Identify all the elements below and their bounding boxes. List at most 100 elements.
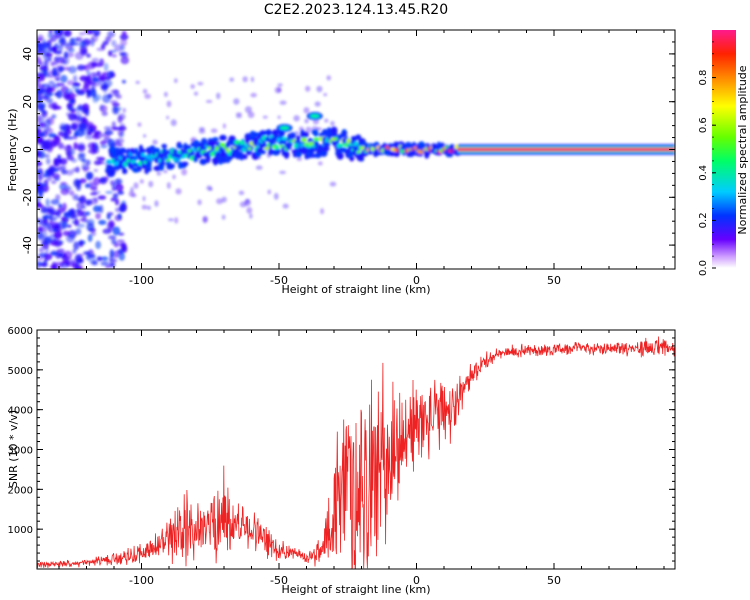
spectrum-blob: [274, 148, 281, 155]
noise-blob: [86, 91, 91, 97]
noise-blob: [115, 207, 120, 213]
noise-blob: [73, 142, 78, 150]
colorbar: 0.0 0.2 0.4 0.6 0.8 Normalized spectral ampl…: [698, 30, 749, 276]
noise-blob: [166, 115, 170, 120]
noise-blob: [41, 140, 48, 150]
noise-blob: [55, 194, 61, 201]
spectrum-blob: [337, 134, 343, 141]
noise-blob: [293, 115, 300, 122]
noise-blob: [279, 100, 287, 105]
noise-blob: [47, 38, 54, 43]
noise-blob: [166, 182, 171, 189]
spectrum-core: [175, 157, 181, 162]
noise-blob: [81, 163, 88, 170]
spectrum-core: [338, 143, 344, 147]
noise-blob: [102, 40, 109, 46]
noise-blob: [198, 126, 205, 131]
noise-blob: [173, 78, 178, 84]
noise-blob: [75, 228, 82, 235]
noise-blob: [51, 180, 57, 185]
spectrogram-y-tick-label: 20: [21, 95, 34, 109]
noise-blob: [74, 254, 82, 263]
noise-blob: [48, 164, 56, 170]
noise-blob: [139, 179, 144, 184]
spectrum-blob: [242, 154, 248, 160]
noise-blob: [119, 122, 125, 129]
noise-blob: [95, 212, 101, 220]
noise-blob: [249, 213, 253, 219]
noise-blob: [49, 265, 55, 269]
noise-blob: [85, 134, 94, 140]
noise-blob: [109, 249, 114, 258]
spectrum-blob: [356, 153, 364, 162]
noise-blob: [37, 227, 43, 232]
snr-y-tick-label: 2000: [8, 485, 33, 496]
noise-blob: [53, 157, 58, 167]
noise-blob: [116, 178, 121, 185]
noise-blob: [72, 82, 81, 87]
noise-blob: [279, 170, 287, 175]
noise-blob: [64, 88, 74, 95]
noise-blob: [111, 40, 117, 47]
noise-blob: [37, 169, 42, 174]
spectrum-blob: [161, 143, 167, 149]
noise-blob: [312, 118, 319, 125]
noise-blob: [54, 250, 62, 260]
noise-blob: [142, 88, 148, 94]
spectrum-blob: [278, 130, 285, 137]
noise-blob: [37, 128, 42, 132]
noise-blob: [82, 219, 90, 223]
noise-blob: [67, 224, 72, 228]
noise-blob: [58, 220, 67, 229]
noise-blob: [57, 154, 62, 160]
noise-blob: [42, 72, 51, 78]
noise-blob: [316, 85, 323, 93]
noise-blob: [152, 139, 158, 145]
spectrum-core: [263, 146, 270, 151]
noise-blob: [75, 36, 83, 42]
noise-blob: [108, 220, 114, 228]
noise-blob: [110, 197, 116, 202]
noise-blob: [68, 113, 77, 121]
noise-blob: [72, 167, 79, 173]
noise-blob: [42, 222, 50, 229]
noise-blob: [37, 203, 44, 208]
noise-blob: [37, 152, 42, 158]
noise-blob: [96, 256, 103, 262]
snr-panel: -100 -50 0 50 1000 2000 3000 4000 5000 6000 Heigh…: [7, 326, 676, 596]
noise-blob: [181, 168, 188, 176]
noise-blob: [97, 157, 106, 161]
noise-blob: [118, 132, 123, 138]
noise-blob: [72, 94, 78, 98]
noise-blob: [58, 203, 63, 209]
noise-blob: [273, 192, 279, 200]
spectrum-core: [141, 153, 146, 157]
spectrum-blob: [199, 158, 207, 165]
spectrum-blob: [260, 149, 266, 155]
noise-blob: [37, 50, 41, 55]
spectrum-blob: [424, 150, 430, 159]
noise-blob: [105, 190, 114, 195]
noise-blob: [71, 262, 79, 269]
noise-blob: [64, 30, 72, 37]
spectrum-core: [144, 154, 152, 159]
noise-blob: [66, 234, 75, 243]
spectrum-blob: [295, 135, 301, 142]
noise-blob: [323, 93, 328, 97]
noise-blob: [60, 181, 68, 185]
spectrogram-x-tick-label: 0: [413, 274, 420, 287]
noise-blob: [117, 115, 123, 124]
noise-blob: [85, 199, 92, 206]
spectrogram-x-label: Height of straight line (km): [281, 283, 430, 296]
noise-blob: [208, 187, 213, 191]
noise-blob: [73, 130, 79, 138]
noise-blob: [74, 89, 80, 93]
noise-blob: [175, 188, 182, 195]
noise-blob: [244, 199, 251, 207]
noise-blob: [324, 118, 329, 123]
noise-blob: [74, 51, 84, 60]
noise-blob: [47, 32, 52, 39]
spectrum-blob: [251, 131, 257, 139]
noise-blob: [43, 59, 49, 68]
